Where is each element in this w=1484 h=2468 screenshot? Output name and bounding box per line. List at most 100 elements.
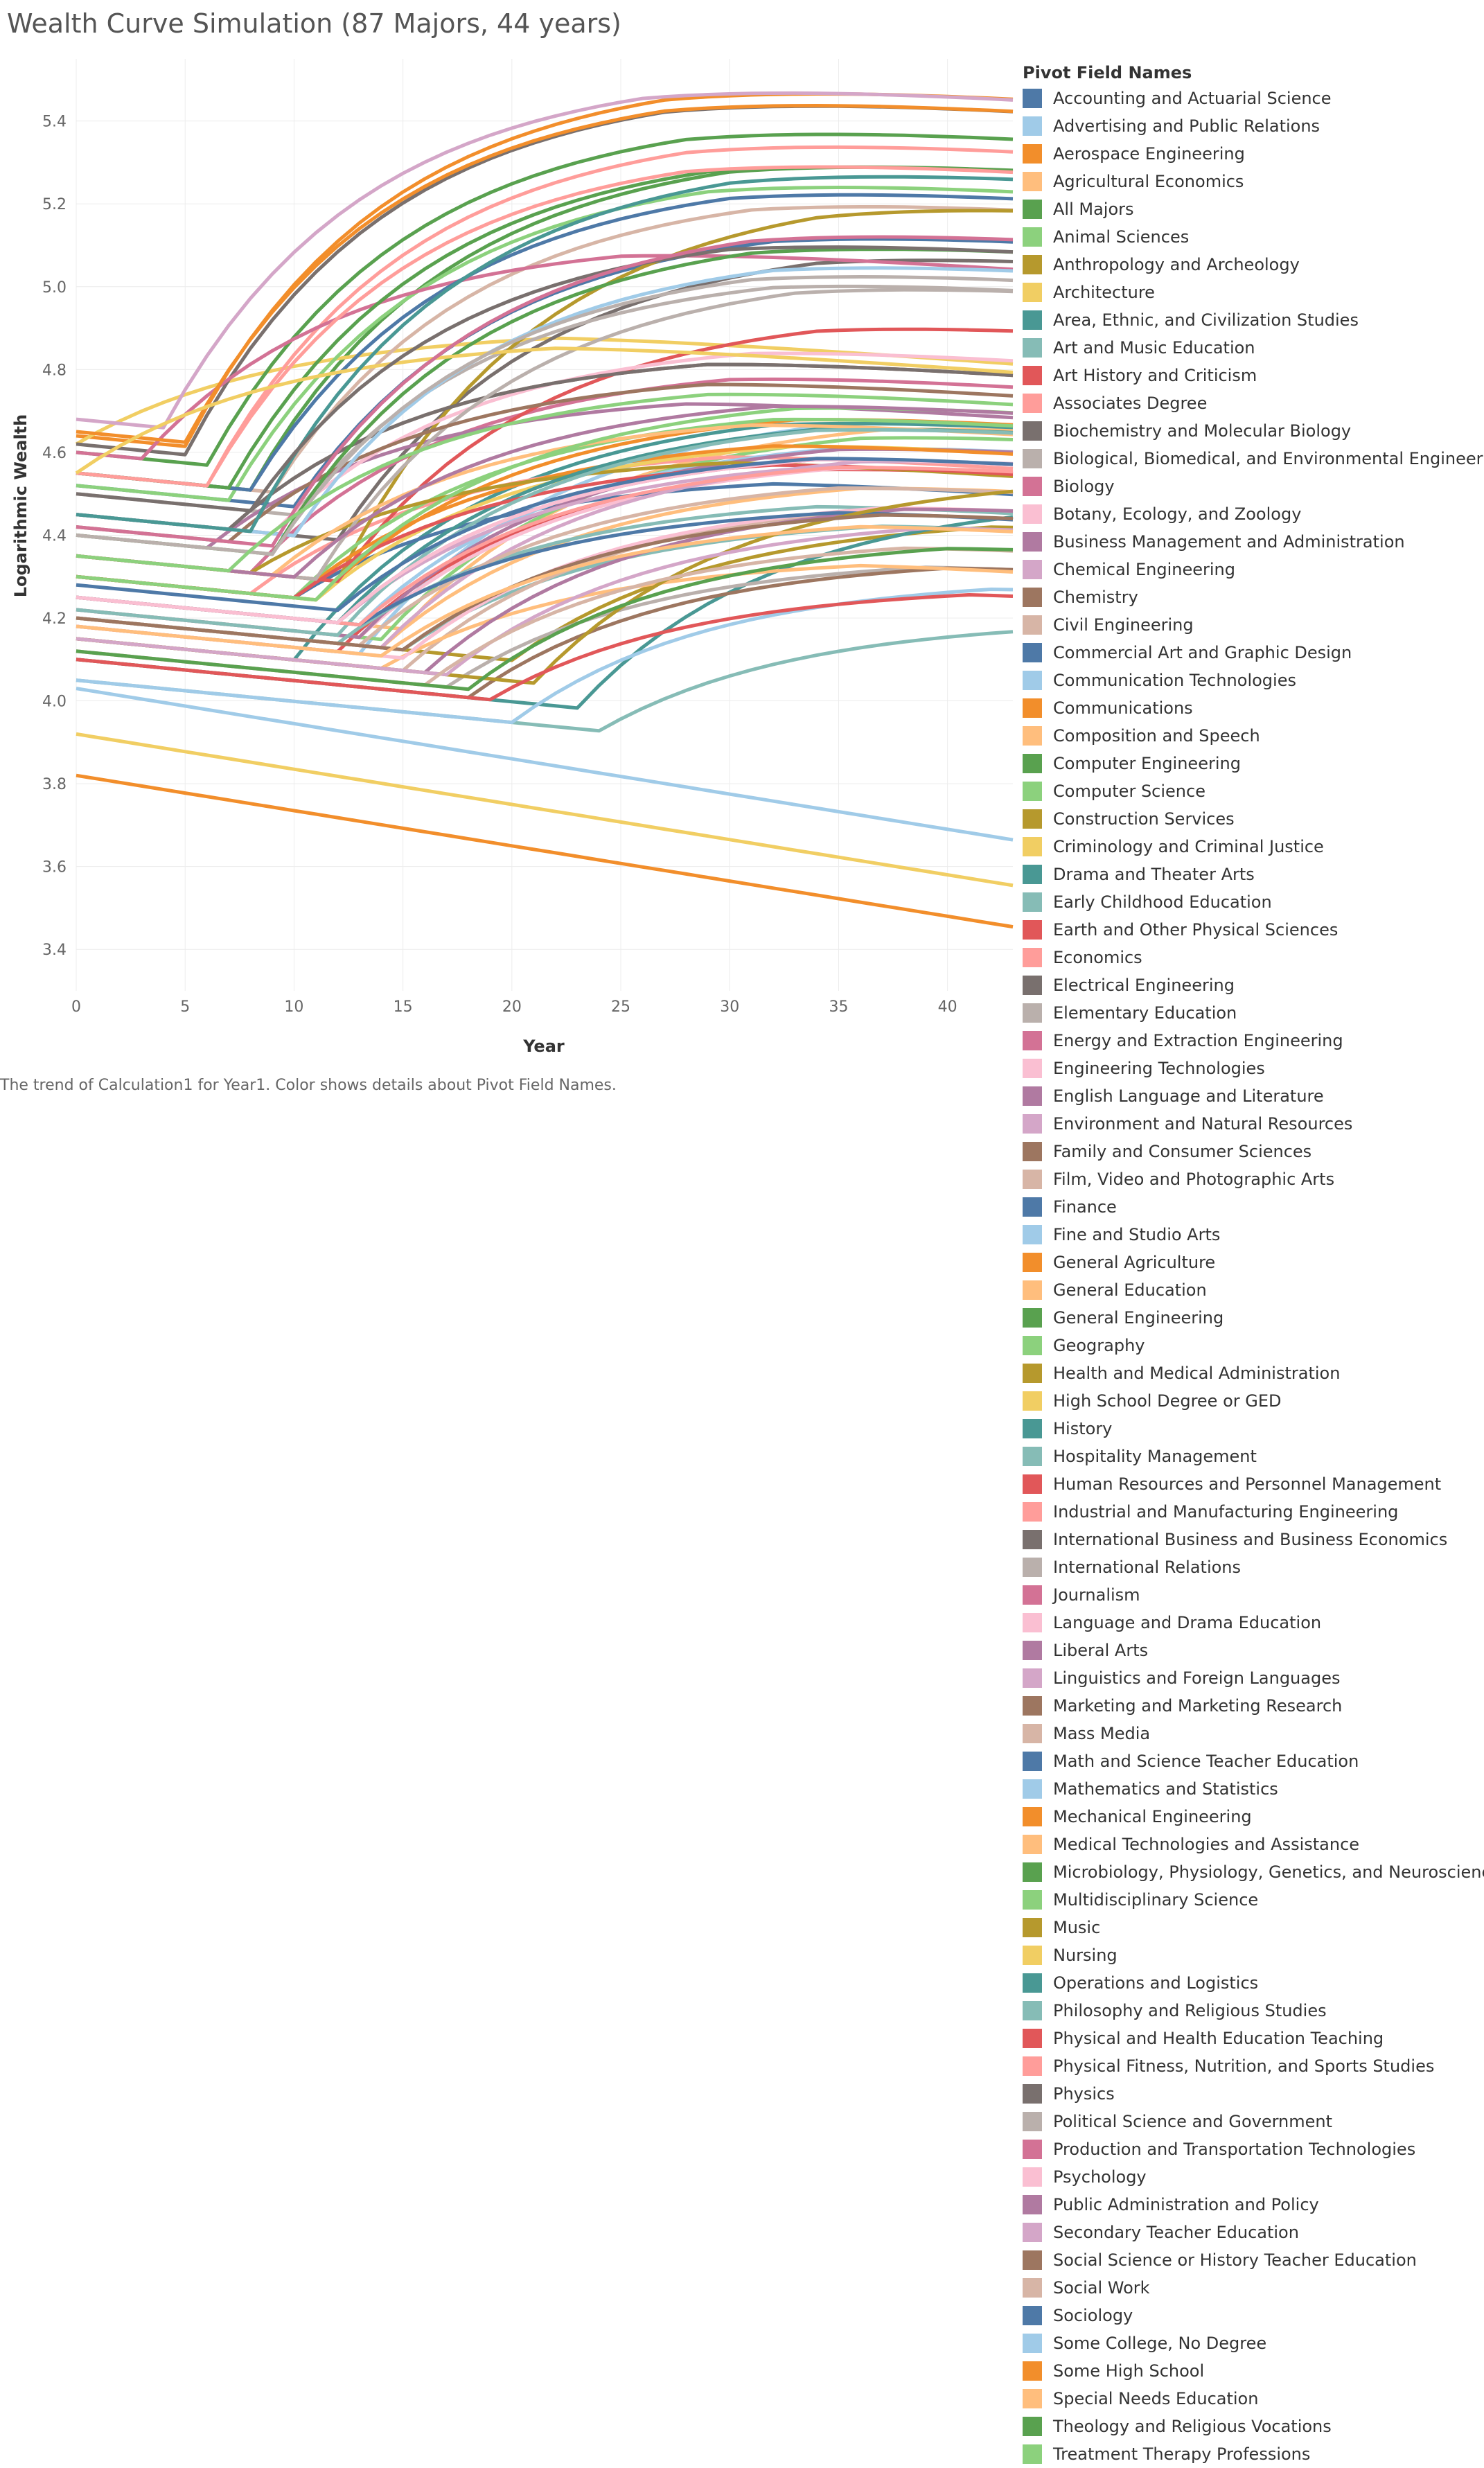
legend-item[interactable]: Accounting and Actuarial Science — [1023, 85, 1480, 112]
legend-item[interactable]: Social Science or History Teacher Educat… — [1023, 2246, 1480, 2274]
legend-item[interactable]: Civil Engineering — [1023, 611, 1480, 639]
legend-swatch — [1023, 1003, 1042, 1023]
legend-item[interactable]: Psychology — [1023, 2163, 1480, 2191]
legend-label: Geography — [1053, 1336, 1145, 1355]
legend-item[interactable]: Physics — [1023, 2080, 1480, 2108]
legend-label: Advertising and Public Relations — [1053, 116, 1320, 136]
legend-item[interactable]: Economics — [1023, 944, 1480, 971]
legend-item[interactable]: Philosophy and Religious Studies — [1023, 1997, 1480, 2025]
legend-item[interactable]: Finance — [1023, 1193, 1480, 1221]
legend-item[interactable]: Area, Ethnic, and Civilization Studies — [1023, 306, 1480, 334]
legend-item[interactable]: Advertising and Public Relations — [1023, 112, 1480, 140]
legend-item[interactable]: Chemical Engineering — [1023, 556, 1480, 583]
legend-swatch — [1023, 671, 1042, 690]
legend-item[interactable]: Biology — [1023, 473, 1480, 500]
legend-item[interactable]: Music — [1023, 1914, 1480, 1941]
legend-item[interactable]: Mathematics and Statistics — [1023, 1775, 1480, 1803]
legend-item[interactable]: Special Needs Education — [1023, 2385, 1480, 2413]
legend-item[interactable]: Marketing and Marketing Research — [1023, 1692, 1480, 1720]
legend-item[interactable]: Drama and Theater Arts — [1023, 861, 1480, 888]
legend-item[interactable]: Anthropology and Archeology — [1023, 251, 1480, 279]
legend-item[interactable]: Journalism — [1023, 1581, 1480, 1609]
legend-item[interactable]: Operations and Logistics — [1023, 1969, 1480, 1997]
series-line — [76, 193, 1014, 492]
legend-swatch — [1023, 2140, 1042, 2159]
legend-item[interactable]: Film, Video and Photographic Arts — [1023, 1165, 1480, 1193]
legend-item[interactable]: Some High School — [1023, 2357, 1480, 2385]
legend-item[interactable]: Family and Consumer Sciences — [1023, 1138, 1480, 1165]
legend-item[interactable]: Geography — [1023, 1332, 1480, 1359]
legend-item[interactable]: Sociology — [1023, 2302, 1480, 2329]
legend-item[interactable]: Environment and Natural Resources — [1023, 1110, 1480, 1138]
series-line — [76, 132, 1014, 467]
y-tick-label: 3.8 — [42, 776, 67, 793]
legend-swatch — [1023, 2417, 1042, 2436]
legend-item[interactable]: Biological, Biomedical, and Environmenta… — [1023, 445, 1484, 473]
legend-item[interactable]: Nursing — [1023, 1941, 1480, 1969]
legend-item[interactable]: General Agriculture — [1023, 1249, 1480, 1276]
legend-item[interactable]: Electrical Engineering — [1023, 971, 1480, 999]
legend-item[interactable]: Engineering Technologies — [1023, 1055, 1480, 1082]
legend-item[interactable]: Health and Medical Administration — [1023, 1359, 1480, 1387]
legend-item[interactable]: General Engineering — [1023, 1304, 1480, 1332]
legend-item[interactable]: International Business and Business Econ… — [1023, 1526, 1480, 1553]
legend-item[interactable]: English Language and Literature — [1023, 1082, 1480, 1110]
legend-item[interactable]: Early Childhood Education — [1023, 888, 1480, 916]
legend-label: Fine and Studio Arts — [1053, 1225, 1221, 1244]
legend-item[interactable]: Business Management and Administration — [1023, 528, 1480, 556]
legend-item[interactable]: Earth and Other Physical Sciences — [1023, 916, 1480, 944]
legend-item[interactable]: Fine and Studio Arts — [1023, 1221, 1480, 1249]
legend-item[interactable]: Theology and Religious Vocations — [1023, 2413, 1480, 2440]
legend-item[interactable]: Animal Sciences — [1023, 223, 1480, 251]
legend-item[interactable]: Commercial Art and Graphic Design — [1023, 639, 1480, 667]
legend-item[interactable]: Mass Media — [1023, 1720, 1480, 1747]
legend-label: Business Management and Administration — [1053, 532, 1405, 552]
legend-item[interactable]: Multidisciplinary Science — [1023, 1886, 1480, 1914]
legend-item[interactable]: Computer Engineering — [1023, 750, 1480, 777]
legend-item[interactable]: Communications — [1023, 694, 1480, 722]
legend-item[interactable]: Chemistry — [1023, 583, 1480, 611]
legend-item[interactable]: Industrial and Manufacturing Engineering — [1023, 1498, 1480, 1526]
legend-item[interactable]: Agricultural Economics — [1023, 168, 1480, 195]
legend-item[interactable]: Biochemistry and Molecular Biology — [1023, 417, 1480, 445]
legend-item[interactable]: Microbiology, Physiology, Genetics, and … — [1023, 1858, 1484, 1886]
legend-item[interactable]: Physical and Health Education Teaching — [1023, 2025, 1480, 2052]
legend-item[interactable]: Math and Science Teacher Education — [1023, 1747, 1480, 1775]
legend-item[interactable]: Composition and Speech — [1023, 722, 1480, 750]
legend-item[interactable]: General Education — [1023, 1276, 1480, 1304]
legend-item[interactable]: Secondary Teacher Education — [1023, 2219, 1480, 2246]
legend-item[interactable]: Construction Services — [1023, 805, 1480, 833]
legend-item[interactable]: Human Resources and Personnel Management — [1023, 1470, 1480, 1498]
legend-item[interactable]: Physical Fitness, Nutrition, and Sports … — [1023, 2052, 1480, 2080]
legend-item[interactable]: Medical Technologies and Assistance — [1023, 1831, 1480, 1858]
legend-item[interactable]: Some College, No Degree — [1023, 2329, 1480, 2357]
legend-item[interactable]: All Majors — [1023, 195, 1480, 223]
legend-item[interactable]: Criminology and Criminal Justice — [1023, 833, 1480, 861]
legend-swatch — [1023, 2444, 1042, 2464]
legend-item[interactable]: Political Science and Government — [1023, 2108, 1480, 2135]
legend-item[interactable]: Production and Transportation Technologi… — [1023, 2135, 1480, 2163]
legend-item[interactable]: Social Work — [1023, 2274, 1480, 2302]
legend-item[interactable]: Art History and Criticism — [1023, 362, 1480, 389]
legend-item[interactable]: Public Administration and Policy — [1023, 2191, 1480, 2219]
legend-item[interactable]: Language and Drama Education — [1023, 1609, 1480, 1637]
legend-item[interactable]: Liberal Arts — [1023, 1637, 1480, 1664]
legend-item[interactable]: Associates Degree — [1023, 389, 1480, 417]
legend-item[interactable]: Art and Music Education — [1023, 334, 1480, 362]
legend-item[interactable]: Energy and Extraction Engineering — [1023, 1027, 1480, 1055]
legend-swatch — [1023, 1225, 1042, 1244]
legend-item[interactable]: Linguistics and Foreign Languages — [1023, 1664, 1480, 1692]
legend-item[interactable]: Architecture — [1023, 279, 1480, 306]
legend-item[interactable]: International Relations — [1023, 1553, 1480, 1581]
legend-item[interactable]: High School Degree or GED — [1023, 1387, 1480, 1415]
legend-item[interactable]: History — [1023, 1415, 1480, 1443]
legend-item[interactable]: Computer Science — [1023, 777, 1480, 805]
legend-item[interactable]: Aerospace Engineering — [1023, 140, 1480, 168]
legend-item[interactable]: Mechanical Engineering — [1023, 1803, 1480, 1831]
legend-item[interactable]: Botany, Ecology, and Zoology — [1023, 500, 1480, 528]
legend-item[interactable]: Elementary Education — [1023, 999, 1480, 1027]
legend-item[interactable]: Hospitality Management — [1023, 1443, 1480, 1470]
legend-item[interactable]: Treatment Therapy Professions — [1023, 2440, 1480, 2468]
legend-item[interactable]: Communication Technologies — [1023, 667, 1480, 694]
legend-swatch — [1023, 366, 1042, 385]
